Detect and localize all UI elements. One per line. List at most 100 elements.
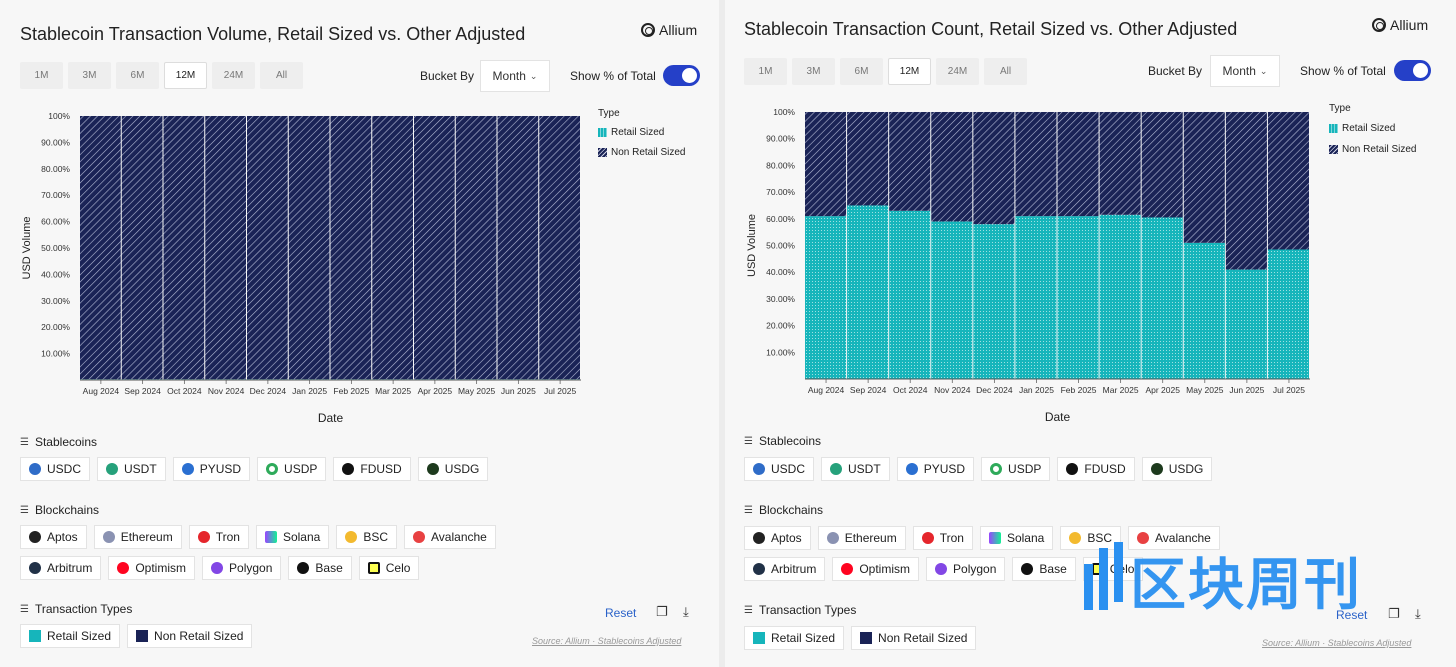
bar-non-retail-sized[interactable] bbox=[163, 116, 205, 380]
chip-optimism[interactable]: Optimism bbox=[108, 556, 196, 580]
chip-tron[interactable]: Tron bbox=[912, 526, 973, 550]
chip-aptos[interactable]: Aptos bbox=[744, 526, 811, 550]
bar-non-retail-sized[interactable] bbox=[1099, 112, 1141, 215]
range-all[interactable]: All bbox=[260, 62, 303, 89]
chip-arbitrum[interactable]: Arbitrum bbox=[20, 556, 102, 580]
copy-icon[interactable]: ❐ bbox=[656, 604, 668, 619]
bar-retail-sized[interactable] bbox=[1183, 242, 1225, 379]
bar-non-retail-sized[interactable] bbox=[1057, 112, 1099, 217]
bar-non-retail-sized[interactable] bbox=[414, 116, 455, 380]
bar-retail-sized[interactable] bbox=[889, 210, 931, 379]
chip-ethereum[interactable]: Ethereum bbox=[93, 525, 182, 549]
bar-non-retail-sized[interactable] bbox=[247, 116, 288, 380]
chip-pyusd[interactable]: PYUSD bbox=[896, 457, 975, 481]
chip-usdc[interactable]: USDC bbox=[744, 457, 815, 481]
bucket-by-select[interactable]: Month ⌄ bbox=[480, 60, 550, 92]
bar-non-retail-sized[interactable] bbox=[1183, 112, 1225, 243]
range-all[interactable]: All bbox=[984, 58, 1027, 85]
range-1m[interactable]: 1M bbox=[20, 62, 63, 89]
legend-retail[interactable]: Retail Sized bbox=[1329, 123, 1395, 134]
chip-aptos[interactable]: Aptos bbox=[20, 525, 87, 549]
chip-bsc[interactable]: BSC bbox=[336, 525, 398, 549]
chip-solana[interactable]: Solana bbox=[979, 526, 1054, 550]
legend-retail[interactable]: Retail Sized bbox=[598, 127, 664, 138]
range-24m[interactable]: 24M bbox=[936, 58, 979, 85]
source-note[interactable]: Source: Allium · Stablecoins Adjusted bbox=[1262, 638, 1412, 648]
bucket-by-select[interactable]: Month ⌄ bbox=[1210, 55, 1280, 87]
range-24m[interactable]: 24M bbox=[212, 62, 255, 89]
chip-usdp[interactable]: USDP bbox=[981, 457, 1051, 481]
legend-non-retail[interactable]: Non Retail Sized bbox=[1329, 144, 1416, 155]
chip-usdt[interactable]: USDT bbox=[97, 457, 166, 481]
chip-celo[interactable]: Celo bbox=[358, 556, 420, 580]
chip-pyusd[interactable]: PYUSD bbox=[172, 457, 251, 481]
bar-non-retail-sized[interactable] bbox=[1141, 112, 1183, 218]
bar-non-retail-sized[interactable] bbox=[80, 116, 121, 380]
chip-fdusd[interactable]: FDUSD bbox=[1057, 457, 1135, 481]
bar-non-retail-sized[interactable] bbox=[931, 112, 973, 222]
range-3m[interactable]: 3M bbox=[792, 58, 835, 85]
show-pct-toggle[interactable] bbox=[663, 65, 700, 86]
bar-non-retail-sized[interactable] bbox=[121, 116, 163, 380]
chip-tron[interactable]: Tron bbox=[188, 525, 249, 549]
range-6m[interactable]: 6M bbox=[840, 58, 883, 85]
range-6m[interactable]: 6M bbox=[116, 62, 159, 89]
bar-retail-sized[interactable] bbox=[931, 221, 973, 379]
chip-polygon[interactable]: Polygon bbox=[926, 557, 1006, 581]
chip-base[interactable]: Base bbox=[288, 556, 352, 580]
bar-non-retail-sized[interactable] bbox=[372, 116, 413, 380]
bar-non-retail-sized[interactable] bbox=[889, 112, 931, 211]
bar-retail-sized[interactable] bbox=[1141, 217, 1183, 379]
range-12m[interactable]: 12M bbox=[888, 58, 931, 85]
bar-non-retail-sized[interactable] bbox=[205, 116, 246, 380]
bar-non-retail-sized[interactable] bbox=[1267, 112, 1309, 250]
bar-non-retail-sized[interactable] bbox=[497, 116, 539, 380]
bar-retail-sized[interactable] bbox=[973, 224, 1015, 379]
bar-non-retail-sized[interactable] bbox=[330, 116, 372, 380]
bar-retail-sized[interactable] bbox=[1267, 249, 1309, 379]
chip-usdp[interactable]: USDP bbox=[257, 457, 327, 481]
bar-non-retail-sized[interactable] bbox=[1015, 112, 1057, 217]
bar-non-retail-sized[interactable] bbox=[973, 112, 1015, 225]
chip-usdt[interactable]: USDT bbox=[821, 457, 890, 481]
range-12m[interactable]: 12M bbox=[164, 62, 207, 89]
chip-usdg[interactable]: USDG bbox=[1141, 457, 1213, 481]
bar-retail-sized[interactable] bbox=[1225, 269, 1267, 379]
chip-usdg[interactable]: USDG bbox=[417, 457, 489, 481]
chip-fdusd[interactable]: FDUSD bbox=[333, 457, 411, 481]
chip-retail-sized[interactable]: Retail Sized bbox=[20, 624, 121, 648]
chip-bsc[interactable]: BSC bbox=[1060, 526, 1122, 550]
download-icon[interactable]: ⤓ bbox=[1415, 606, 1421, 621]
reset-button[interactable]: Reset bbox=[605, 606, 637, 620]
chip-avalanche[interactable]: Avalanche bbox=[1128, 526, 1220, 550]
download-icon[interactable]: ⤓ bbox=[683, 604, 689, 619]
chip-non-retail-sized[interactable]: Non Retail Sized bbox=[851, 626, 977, 650]
chip-avalanche[interactable]: Avalanche bbox=[404, 525, 496, 549]
bar-retail-sized[interactable] bbox=[847, 205, 889, 379]
bar-non-retail-sized[interactable] bbox=[1225, 112, 1267, 270]
copy-icon[interactable]: ❐ bbox=[1388, 606, 1400, 621]
bar-non-retail-sized[interactable] bbox=[805, 112, 847, 217]
bar-non-retail-sized[interactable] bbox=[539, 116, 580, 380]
bar-non-retail-sized[interactable] bbox=[288, 116, 330, 380]
chip-usdc[interactable]: USDC bbox=[20, 457, 91, 481]
bar-non-retail-sized[interactable] bbox=[847, 112, 889, 206]
bar-retail-sized[interactable] bbox=[1057, 216, 1099, 379]
chip-polygon[interactable]: Polygon bbox=[202, 556, 282, 580]
chip-retail-sized[interactable]: Retail Sized bbox=[744, 626, 845, 650]
bar-retail-sized[interactable] bbox=[1099, 214, 1141, 379]
bar-non-retail-sized[interactable] bbox=[455, 116, 497, 380]
chip-non-retail-sized[interactable]: Non Retail Sized bbox=[127, 624, 253, 648]
legend-non-retail[interactable]: Non Retail Sized bbox=[598, 147, 685, 158]
range-1m[interactable]: 1M bbox=[744, 58, 787, 85]
range-3m[interactable]: 3M bbox=[68, 62, 111, 89]
bar-retail-sized[interactable] bbox=[1015, 216, 1057, 379]
chip-base[interactable]: Base bbox=[1012, 557, 1076, 581]
show-pct-toggle[interactable] bbox=[1394, 60, 1431, 81]
chip-solana[interactable]: Solana bbox=[255, 525, 330, 549]
source-note[interactable]: Source: Allium · Stablecoins Adjusted bbox=[532, 636, 682, 646]
bar-retail-sized[interactable] bbox=[805, 216, 847, 379]
reset-button[interactable]: Reset bbox=[1336, 608, 1368, 622]
chip-ethereum[interactable]: Ethereum bbox=[817, 526, 906, 550]
chip-optimism[interactable]: Optimism bbox=[832, 557, 920, 581]
